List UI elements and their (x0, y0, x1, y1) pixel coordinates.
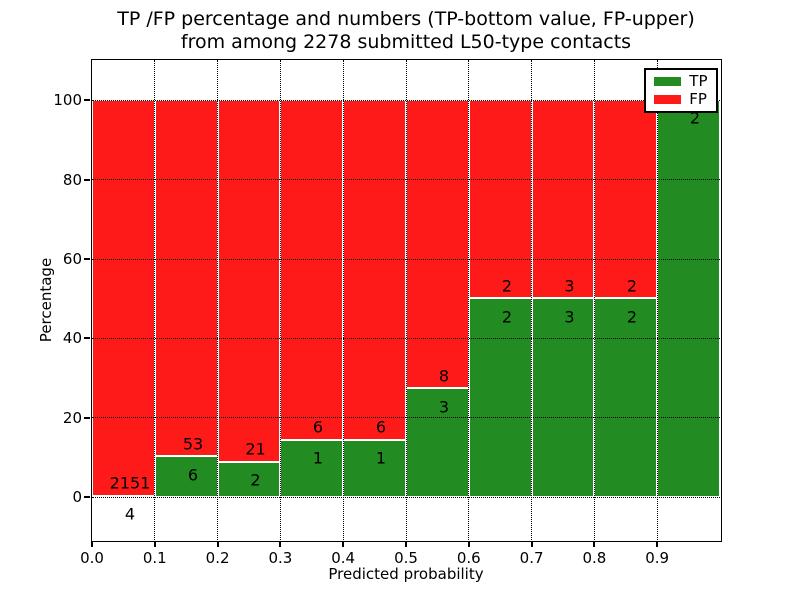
y-tick-label-60: 60 (62, 250, 82, 269)
x-tick-label-0.5: 0.5 (394, 549, 418, 567)
bar-8-fp-segment (593, 99, 657, 299)
gridline-x-0.9 (656, 59, 658, 540)
bar-5-tp-segment (405, 388, 469, 497)
gridline-y-100 (91, 99, 720, 101)
y-tick-label-0: 0 (72, 488, 82, 507)
y-tick-label-100: 100 (53, 91, 82, 110)
bar-6-tp-count: 2 (501, 307, 513, 327)
gridline-x-0.8 (593, 59, 595, 540)
gridline-y-0 (91, 496, 720, 498)
bar-4-fp-count: 6 (375, 417, 387, 437)
x-tick-label-0.9: 0.9 (645, 549, 670, 567)
bar-9-tp-segment (656, 99, 720, 497)
bar-5-fp-segment (405, 99, 469, 389)
bar-2-tp-count: 2 (250, 470, 261, 490)
bar-0-tp-count: 4 (124, 504, 136, 524)
x-tick-0.7 (530, 542, 533, 547)
x-tick-label-0.4: 0.4 (331, 549, 356, 567)
bar-3-fp-count: 6 (312, 417, 324, 437)
x-tick-label-0.6: 0.6 (456, 549, 481, 567)
bar-4-tp-count: 1 (375, 448, 387, 468)
bar-8-tp-segment (593, 298, 657, 497)
y-tick-0 (84, 496, 90, 499)
bar-4-fp-segment (342, 99, 406, 440)
gridline-x-0.3 (279, 59, 281, 540)
chart-title-line2: from among 2278 submitted L50-type conta… (180, 31, 632, 53)
bar-1-fp-segment (154, 99, 218, 457)
gridline-y-80 (91, 179, 720, 181)
x-tick-0.8 (593, 542, 596, 547)
legend-item-tp: TP (654, 71, 708, 90)
y-tick-40 (84, 337, 90, 340)
bar-3-tp-segment (279, 439, 343, 497)
bar-6-fp-segment (468, 99, 532, 299)
bar-0-fp-count: 2151 (109, 473, 151, 493)
gridline-x-0.1 (154, 59, 156, 540)
y-tick-label-80: 80 (62, 170, 82, 189)
bar-3-tp-count: 1 (312, 448, 324, 468)
x-tick-label-0.3: 0.3 (268, 549, 293, 567)
legend: TP FP (644, 67, 718, 113)
bar-2-fp-count: 21 (245, 439, 266, 459)
x-tick-0.6 (467, 542, 470, 547)
legend-item-fp: FP (654, 89, 707, 108)
bar-7-tp-count: 3 (564, 307, 575, 327)
y-tick-80 (84, 178, 90, 181)
legend-label-fp: FP (689, 89, 707, 108)
gridline-x-0.2 (217, 59, 219, 540)
bar-1-tp-count: 6 (187, 465, 199, 485)
bar-2-fp-segment (217, 99, 280, 463)
gridline-y-40 (91, 337, 720, 339)
x-tick-0.1 (153, 542, 156, 547)
y-tick-label-40: 40 (62, 329, 82, 348)
plot-area: TP FP 2151 4 53 6 21 2 6 1 6 1 8 3 2 2 3 3 2 2 2 (90, 58, 722, 542)
x-tick-0.4 (342, 542, 345, 547)
gridline-x-0.7 (531, 59, 533, 540)
gridline-x-0.5 (405, 59, 407, 540)
tp-color-swatch (654, 76, 682, 86)
bar-7-fp-segment (531, 99, 594, 299)
bar-7-fp-count: 3 (564, 276, 575, 296)
fp-color-swatch (654, 94, 682, 104)
bar-6-tp-segment (468, 298, 532, 497)
x-axis-label: Predicted probability (328, 565, 484, 583)
gridline-x-0.4 (342, 59, 344, 540)
bar-8-tp-count: 2 (626, 307, 638, 327)
x-tick-label-0.1: 0.1 (142, 549, 167, 567)
x-tick-label-0.7: 0.7 (519, 549, 544, 567)
x-tick-0.2 (216, 542, 219, 547)
x-tick-label-0.0: 0.0 (80, 549, 104, 567)
bar-8-fp-count: 2 (626, 276, 638, 296)
y-tick-20 (84, 416, 90, 419)
bar-6-fp-count: 2 (501, 276, 513, 296)
bar-1-tp-segment (154, 456, 218, 497)
y-tick-label-20: 20 (62, 408, 82, 427)
chart-title-line1: TP /FP percentage and numbers (TP-bottom… (117, 8, 695, 30)
y-tick-60 (84, 258, 90, 261)
gridline-x-0.6 (468, 59, 470, 540)
x-tick-0.5 (405, 542, 407, 547)
x-tick-label-0.8: 0.8 (582, 549, 607, 567)
bar-2-tp-segment (217, 462, 280, 497)
bar-3-fp-segment (279, 99, 343, 440)
bar-0-fp-segment (91, 99, 155, 496)
x-tick-0.9 (656, 542, 659, 547)
gridline-y-60 (91, 258, 720, 260)
y-tick-100 (84, 99, 90, 102)
bar-7-tp-segment (531, 298, 594, 497)
x-tick-label-0.2: 0.2 (205, 549, 230, 567)
bar-5-tp-count: 3 (438, 397, 450, 417)
x-tick-0.0 (91, 542, 93, 547)
bar-1-fp-count: 53 (182, 434, 204, 454)
bar-9-tp-count: 2 (689, 108, 701, 128)
bar-5-fp-count: 8 (438, 366, 450, 386)
legend-label-tp: TP (689, 71, 708, 90)
gridline-y-20 (91, 417, 720, 419)
bar-4-tp-segment (342, 439, 406, 497)
x-tick-0.3 (279, 542, 282, 547)
